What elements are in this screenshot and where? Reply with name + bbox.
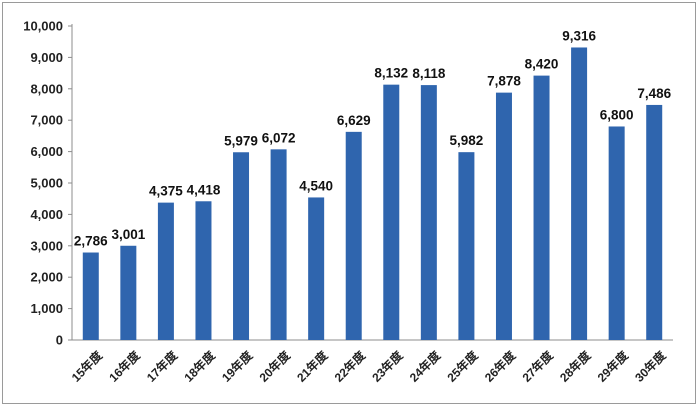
x-tick-label: 19年度 xyxy=(218,347,256,385)
x-tick-label: 25年度 xyxy=(444,347,482,385)
y-tick-label: 0 xyxy=(56,333,63,348)
y-tick-label: 9,000 xyxy=(30,50,63,65)
x-axis-labels: 15年度 16年度 17年度 18年度 19年度 20年度 21年度 22年度 23年度 24年度… xyxy=(68,347,669,385)
x-tick-label: 21年度 xyxy=(293,347,331,385)
y-tick-label: 7,000 xyxy=(30,113,63,128)
bars xyxy=(82,47,663,340)
data-label: 4,375 xyxy=(149,184,183,199)
x-tick-label: 28年度 xyxy=(556,347,594,385)
value-labels: 2,786 3,001 4,375 4,418 5,979 6,072 4,540 6,629… xyxy=(74,28,672,248)
x-tick-label: 24年度 xyxy=(406,347,444,385)
x-tick-label: 20年度 xyxy=(256,347,294,385)
data-label: 7,486 xyxy=(637,86,671,101)
y-tick-label: 8,000 xyxy=(30,81,63,96)
x-tick-label: 16年度 xyxy=(106,347,144,385)
x-tick-label: 29年度 xyxy=(594,347,632,385)
bar xyxy=(420,85,437,340)
data-label: 6,800 xyxy=(600,107,634,122)
data-label: 6,072 xyxy=(262,130,296,145)
data-label: 3,001 xyxy=(111,227,145,242)
bar xyxy=(533,75,550,340)
bar xyxy=(120,245,137,340)
data-label: 5,979 xyxy=(224,133,258,148)
bar xyxy=(571,47,588,340)
x-tick-label: 30年度 xyxy=(632,347,670,385)
bar xyxy=(345,131,362,340)
y-tick-label: 4,000 xyxy=(30,207,63,222)
bar xyxy=(383,84,400,340)
data-label: 7,878 xyxy=(487,74,521,89)
bar xyxy=(233,152,250,340)
bar xyxy=(82,252,99,340)
bar xyxy=(458,152,475,340)
bar xyxy=(308,197,325,340)
x-tick-label: 17年度 xyxy=(143,347,181,385)
y-tick-label: 2,000 xyxy=(30,270,63,285)
data-label: 5,982 xyxy=(450,133,484,148)
bar xyxy=(195,201,212,340)
x-tick-label: 18年度 xyxy=(181,347,219,385)
y-tick-label: 3,000 xyxy=(30,238,63,253)
data-label: 2,786 xyxy=(74,234,108,249)
y-tick-label: 5,000 xyxy=(30,176,63,191)
x-tick-label: 23年度 xyxy=(369,347,407,385)
data-label: 9,316 xyxy=(562,28,596,43)
data-label: 4,418 xyxy=(187,182,221,197)
data-label: 4,540 xyxy=(299,178,333,193)
bar xyxy=(157,202,174,340)
y-tick-label: 1,000 xyxy=(30,301,63,316)
y-tick-label: 6,000 xyxy=(30,144,63,159)
bar xyxy=(646,104,663,340)
y-axis-ticks: 0 1,000 2,000 3,000 4,000 5,000 6,000 7,000 8,00… xyxy=(23,19,72,348)
x-tick-label: 15年度 xyxy=(68,347,106,385)
y-tick-label: 10,000 xyxy=(23,19,63,34)
data-label: 6,629 xyxy=(337,113,371,128)
x-tick-label: 26年度 xyxy=(481,347,519,385)
x-tick-label: 27年度 xyxy=(519,347,557,385)
data-label: 8,118 xyxy=(412,66,446,81)
bar xyxy=(608,126,625,340)
data-label: 8,132 xyxy=(374,66,408,81)
data-label: 8,420 xyxy=(525,57,559,72)
bar xyxy=(495,92,512,340)
x-tick-label: 22年度 xyxy=(331,347,369,385)
bar xyxy=(270,149,287,340)
